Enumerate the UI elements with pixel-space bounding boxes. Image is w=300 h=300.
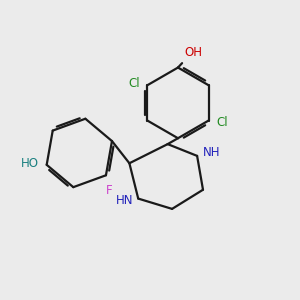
- Text: Cl: Cl: [128, 77, 140, 90]
- Text: F: F: [106, 184, 112, 196]
- Text: Cl: Cl: [216, 116, 228, 128]
- Text: HO: HO: [21, 157, 39, 170]
- Text: HN: HN: [116, 194, 134, 207]
- Text: OH: OH: [184, 46, 202, 59]
- Text: NH: NH: [202, 146, 220, 159]
